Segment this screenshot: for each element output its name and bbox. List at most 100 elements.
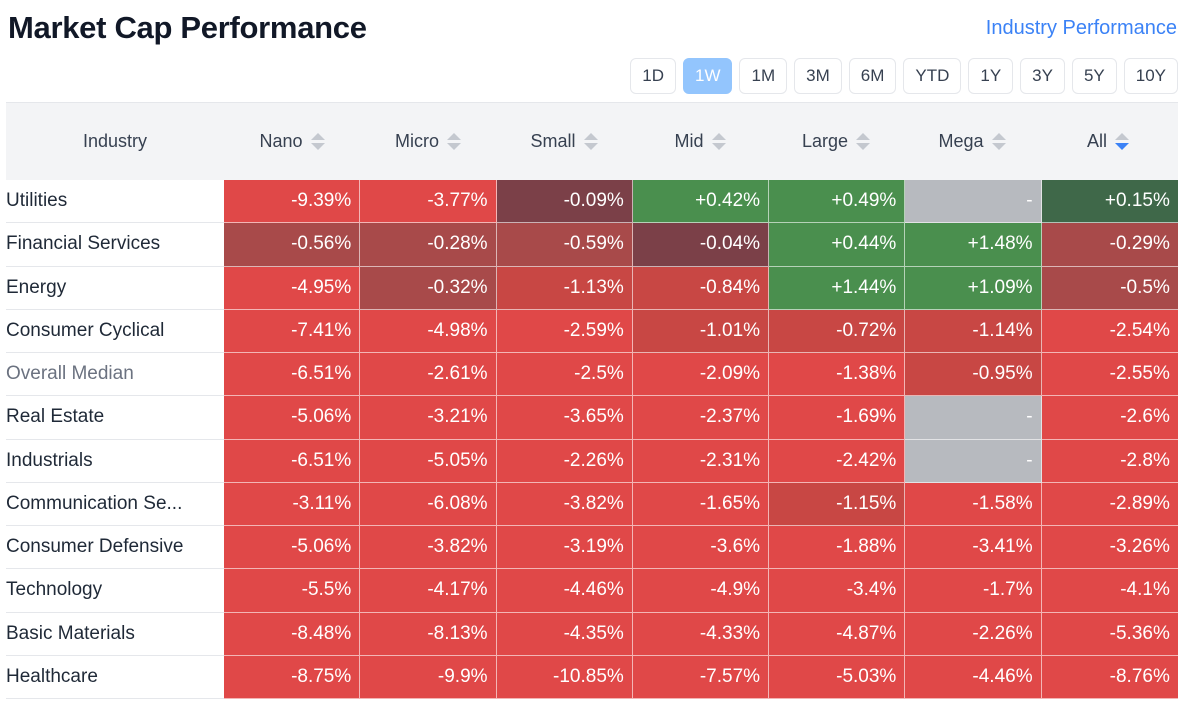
performance-cell-micro[interactable]: -6.08% <box>360 482 497 526</box>
performance-cell-large[interactable]: -5.03% <box>769 655 906 699</box>
performance-cell-mid[interactable]: +0.42% <box>632 180 770 224</box>
performance-cell-mid[interactable]: -2.37% <box>632 396 770 440</box>
performance-cell-nano[interactable]: -5.06% <box>224 396 361 440</box>
performance-cell-nano[interactable]: -8.48% <box>224 612 361 656</box>
period-button-10y[interactable]: 10Y <box>1123 58 1178 94</box>
performance-cell-large[interactable]: +1.44% <box>769 266 906 310</box>
performance-cell-mega[interactable]: -1.7% <box>905 569 1042 613</box>
industry-name[interactable]: Real Estate <box>6 396 224 440</box>
performance-cell-all[interactable]: +0.15% <box>1041 180 1178 224</box>
industry-name[interactable]: Consumer Cyclical <box>6 310 224 353</box>
performance-cell-nano[interactable]: -6.51% <box>224 439 361 483</box>
sort-icon[interactable] <box>447 133 461 150</box>
performance-cell-micro[interactable]: -0.28% <box>360 223 497 267</box>
period-button-ytd[interactable]: YTD <box>903 58 962 94</box>
industry-name[interactable]: Basic Materials <box>6 613 224 656</box>
sort-icon[interactable] <box>310 133 325 150</box>
performance-cell-mid[interactable]: -1.65% <box>632 482 770 526</box>
performance-cell-mid[interactable]: -0.84% <box>632 266 770 310</box>
sort-icon[interactable] <box>856 133 871 150</box>
performance-cell-micro[interactable]: -3.21% <box>360 396 497 440</box>
column-header-small[interactable]: Small <box>496 103 632 180</box>
industry-name[interactable]: Technology <box>6 569 224 613</box>
performance-cell-large[interactable]: -1.15% <box>769 482 906 526</box>
performance-cell-nano[interactable]: -3.11% <box>224 482 361 526</box>
performance-cell-nano[interactable]: -6.51% <box>224 353 361 397</box>
performance-cell-large[interactable]: -1.69% <box>769 396 906 440</box>
performance-cell-large[interactable]: -2.42% <box>769 439 906 483</box>
performance-cell-micro[interactable]: -3.82% <box>360 526 497 570</box>
performance-cell-small[interactable]: -0.09% <box>496 180 633 224</box>
period-button-3m[interactable]: 3M <box>794 58 842 94</box>
performance-cell-all[interactable]: -8.76% <box>1041 655 1178 699</box>
column-header-all[interactable]: All <box>1040 103 1176 180</box>
performance-cell-all[interactable]: -2.6% <box>1041 396 1178 440</box>
performance-cell-mega[interactable]: +1.09% <box>905 266 1042 310</box>
column-header-mega[interactable]: Mega <box>904 103 1040 180</box>
performance-cell-small[interactable]: -4.35% <box>496 612 633 656</box>
period-button-3y[interactable]: 3Y <box>1020 58 1065 94</box>
performance-cell-mega[interactable]: - <box>905 439 1042 483</box>
performance-cell-micro[interactable]: -4.17% <box>360 569 497 613</box>
performance-cell-all[interactable]: -2.89% <box>1041 482 1178 526</box>
performance-cell-mega[interactable]: - <box>905 180 1042 224</box>
sort-icon[interactable] <box>1115 133 1129 150</box>
industry-name[interactable]: Financial Services <box>6 223 224 267</box>
performance-cell-small[interactable]: -10.85% <box>496 655 633 699</box>
performance-cell-nano[interactable]: -5.06% <box>224 526 361 570</box>
performance-cell-mega[interactable]: -4.46% <box>905 655 1042 699</box>
industry-name[interactable]: Communication Se... <box>6 483 224 526</box>
performance-cell-micro[interactable]: -9.9% <box>360 655 497 699</box>
column-header-nano[interactable]: Nano <box>224 103 360 180</box>
performance-cell-large[interactable]: +0.44% <box>769 223 906 267</box>
performance-cell-large[interactable]: -3.4% <box>769 569 906 613</box>
performance-cell-all[interactable]: -4.1% <box>1041 569 1178 613</box>
performance-cell-small[interactable]: -2.59% <box>496 309 633 353</box>
performance-cell-mid[interactable]: -7.57% <box>632 655 770 699</box>
performance-cell-mega[interactable]: -2.26% <box>905 612 1042 656</box>
performance-cell-small[interactable]: -3.65% <box>496 396 633 440</box>
performance-cell-small[interactable]: -3.19% <box>496 526 633 570</box>
performance-cell-mid[interactable]: -1.01% <box>632 309 770 353</box>
industry-name[interactable]: Energy <box>6 267 224 310</box>
performance-cell-mega[interactable]: +1.48% <box>905 223 1042 267</box>
industry-name[interactable]: Consumer Defensive <box>6 526 224 570</box>
performance-cell-micro[interactable]: -2.61% <box>360 353 497 397</box>
period-button-1y[interactable]: 1Y <box>968 58 1014 94</box>
performance-cell-micro[interactable]: -8.13% <box>360 612 497 656</box>
period-button-6m[interactable]: 6M <box>848 58 897 94</box>
performance-cell-nano[interactable]: -7.41% <box>224 309 361 353</box>
performance-cell-mega[interactable]: -1.14% <box>905 309 1042 353</box>
performance-cell-nano[interactable]: -4.95% <box>224 266 361 310</box>
performance-cell-all[interactable]: -0.29% <box>1041 223 1178 267</box>
column-header-micro[interactable]: Micro <box>360 103 496 180</box>
performance-cell-all[interactable]: -2.54% <box>1041 309 1178 353</box>
performance-cell-all[interactable]: -3.26% <box>1041 526 1178 570</box>
performance-cell-mid[interactable]: -4.9% <box>632 569 770 613</box>
performance-cell-small[interactable]: -3.82% <box>496 482 633 526</box>
performance-cell-small[interactable]: -1.13% <box>496 266 633 310</box>
performance-cell-mega[interactable]: -3.41% <box>905 526 1042 570</box>
performance-cell-mid[interactable]: -3.6% <box>632 526 770 570</box>
performance-cell-mid[interactable]: -2.09% <box>632 353 770 397</box>
performance-cell-all[interactable]: -2.55% <box>1041 353 1178 397</box>
period-button-1m[interactable]: 1M <box>739 58 788 94</box>
sort-icon[interactable] <box>991 133 1006 150</box>
period-button-1d[interactable]: 1D <box>630 58 676 94</box>
performance-cell-nano[interactable]: -0.56% <box>224 223 361 267</box>
performance-cell-micro[interactable]: -3.77% <box>360 180 497 224</box>
performance-cell-mid[interactable]: -2.31% <box>632 439 770 483</box>
sort-icon[interactable] <box>711 133 726 150</box>
column-header-large[interactable]: Large <box>768 103 904 180</box>
performance-cell-micro[interactable]: -4.98% <box>360 309 497 353</box>
performance-cell-micro[interactable]: -5.05% <box>360 439 497 483</box>
performance-cell-nano[interactable]: -5.5% <box>224 569 361 613</box>
sort-icon[interactable] <box>583 133 598 150</box>
industry-name[interactable]: Utilities <box>6 180 224 224</box>
performance-cell-large[interactable]: -0.72% <box>769 309 906 353</box>
performance-cell-small[interactable]: -4.46% <box>496 569 633 613</box>
performance-cell-micro[interactable]: -0.32% <box>360 266 497 310</box>
performance-cell-nano[interactable]: -8.75% <box>224 655 361 699</box>
performance-cell-large[interactable]: -1.88% <box>769 526 906 570</box>
performance-cell-small[interactable]: -2.26% <box>496 439 633 483</box>
